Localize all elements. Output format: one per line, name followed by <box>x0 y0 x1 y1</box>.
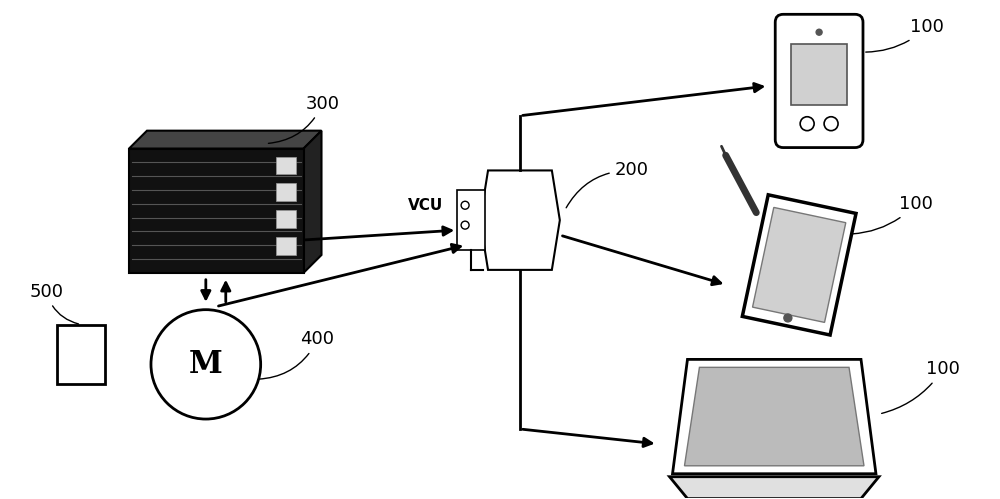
Polygon shape <box>670 477 879 499</box>
Text: 100: 100 <box>866 18 944 52</box>
Text: 300: 300 <box>268 95 340 143</box>
Bar <box>276 237 296 255</box>
Text: 100: 100 <box>852 195 933 234</box>
Circle shape <box>461 221 469 229</box>
Bar <box>276 183 296 201</box>
Polygon shape <box>742 195 856 335</box>
Circle shape <box>824 117 838 131</box>
Circle shape <box>816 29 822 35</box>
Circle shape <box>461 201 469 209</box>
Bar <box>129 149 304 273</box>
Bar <box>276 157 296 175</box>
Polygon shape <box>480 171 560 270</box>
Polygon shape <box>684 367 864 466</box>
Text: 500: 500 <box>29 283 78 324</box>
FancyBboxPatch shape <box>775 14 863 148</box>
Bar <box>57 324 105 384</box>
Polygon shape <box>304 131 321 273</box>
Bar <box>276 210 296 228</box>
Text: 400: 400 <box>258 330 335 379</box>
Circle shape <box>800 117 814 131</box>
Text: M: M <box>189 349 223 380</box>
Bar <box>791 44 847 105</box>
Text: 100: 100 <box>882 360 960 413</box>
Text: 200: 200 <box>566 161 649 208</box>
Bar <box>457 190 485 250</box>
Circle shape <box>784 314 792 322</box>
Polygon shape <box>753 208 846 322</box>
Polygon shape <box>673 359 876 474</box>
Text: VCU: VCU <box>408 198 443 213</box>
Polygon shape <box>129 131 321 149</box>
Circle shape <box>151 310 261 419</box>
